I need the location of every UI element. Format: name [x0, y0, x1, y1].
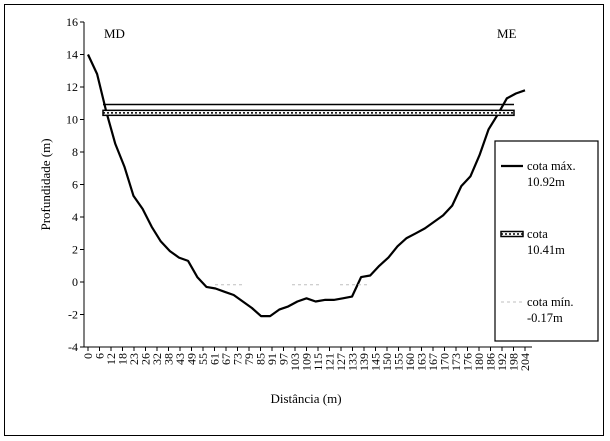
x-tick-label: 32 — [150, 353, 164, 365]
x-tick-label: 79 — [242, 353, 256, 365]
legend: cota máx. 10.92m cota 10.41m cota mín. -0.17m — [494, 140, 599, 342]
x-tick-label: 176 — [461, 353, 475, 371]
x-tick-label: 55 — [196, 353, 210, 365]
legend-label-value: 10.92m — [527, 175, 565, 189]
x-tick-label: 18 — [116, 353, 130, 365]
x-tick-label: 0 — [81, 353, 95, 359]
x-tick-label: 150 — [380, 353, 394, 371]
legend-box — [494, 140, 599, 342]
legend-label: cota — [527, 227, 548, 241]
x-tick-label: 133 — [346, 353, 360, 371]
x-tick-label: 97 — [277, 353, 291, 365]
x-tick-label: 23 — [127, 353, 141, 365]
x-tick-label: 198 — [507, 353, 521, 371]
y-tick-label: 14 — [66, 48, 78, 62]
x-tick-label: 91 — [265, 353, 279, 365]
plot-area — [83, 22, 532, 348]
y-tick-label: 8 — [72, 145, 78, 159]
x-tick-label: 85 — [254, 353, 268, 365]
series-profile-line — [87, 54, 526, 318]
x-tick-label: 145 — [369, 353, 383, 371]
x-tick-label: 43 — [173, 353, 187, 365]
x-tick-label: 12 — [104, 353, 118, 365]
x-tick-label: 115 — [311, 353, 325, 371]
x-tick-label: 103 — [288, 353, 302, 371]
y-tick-label: -2 — [68, 308, 78, 322]
y-tick-label: 6 — [72, 178, 78, 192]
chart-frame — [4, 4, 604, 436]
x-tick-label: 38 — [162, 353, 176, 365]
y-ticks: -4 -2 0 2 4 6 8 10 12 14 16 — [66, 15, 84, 354]
x-tick-label: 180 — [472, 353, 486, 371]
x-tick-label: 163 — [415, 353, 429, 371]
y-tick-label: 0 — [72, 275, 78, 289]
legend-label: cota máx. — [527, 159, 576, 173]
x-axis-label: Distância (m) — [270, 391, 341, 406]
legend-label-value: 10.41m — [527, 243, 565, 257]
x-tick-label: 192 — [495, 353, 509, 371]
x-tick-label: 121 — [323, 353, 337, 371]
y-tick-label: 16 — [66, 15, 78, 29]
x-tick-label: 173 — [449, 353, 463, 371]
x-tick-label: 170 — [438, 353, 452, 371]
x-tick-label: 67 — [219, 353, 233, 365]
x-tick-label: 26 — [139, 353, 153, 365]
x-tick-label: 155 — [392, 353, 406, 371]
y-tick-label: 12 — [66, 80, 78, 94]
annotation-md: MD — [104, 26, 125, 41]
x-tick-label: 6 — [93, 353, 107, 359]
annotation-me: ME — [497, 26, 517, 41]
x-tick-label: 127 — [334, 353, 348, 371]
x-tick-label: 204 — [518, 353, 532, 371]
x-tick-label: 186 — [484, 353, 498, 371]
x-tick-label: 160 — [403, 353, 417, 371]
legend-label: cota mín. — [527, 295, 574, 309]
y-tick-label: -4 — [68, 340, 78, 354]
y-axis-label: Profundidade (m) — [38, 138, 53, 230]
y-tick-label: 2 — [72, 243, 78, 257]
y-tick-label: 4 — [72, 210, 78, 224]
x-tick-label: 167 — [426, 353, 440, 371]
x-tick-label: 61 — [208, 353, 222, 365]
x-tick-label: 49 — [185, 353, 199, 365]
y-tick-label: 10 — [66, 113, 78, 127]
x-ticks: 0612182326323843495561677379859197103109… — [81, 347, 532, 371]
x-tick-label: 109 — [300, 353, 314, 371]
legend-label-value: -0.17m — [527, 311, 563, 325]
x-tick-label: 139 — [357, 353, 371, 371]
legend-swatch-band — [500, 230, 524, 238]
x-tick-label: 73 — [231, 353, 245, 365]
